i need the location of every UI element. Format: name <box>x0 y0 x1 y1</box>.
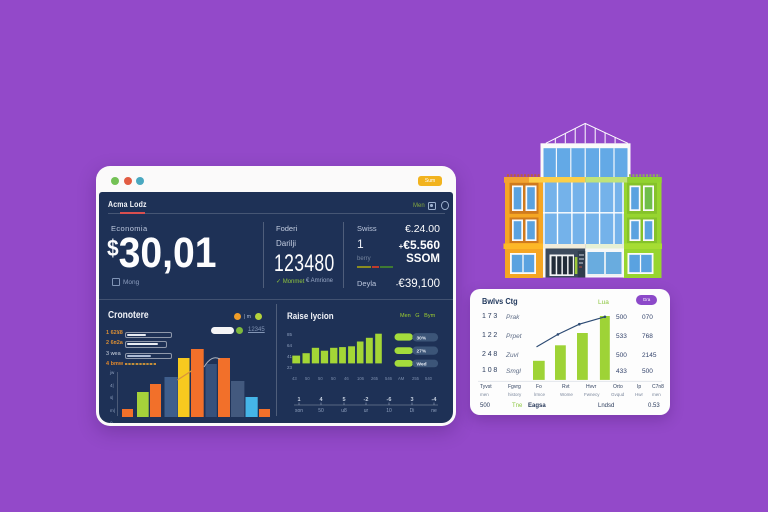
svg-text:4: 4 <box>319 397 323 403</box>
svg-text:ne: ne <box>431 408 437 414</box>
svg-text:-6: -6 <box>387 397 392 403</box>
svg-text:Di: Di <box>410 408 415 414</box>
svg-text:50: 50 <box>305 376 310 381</box>
svg-text:3: 3 <box>410 397 413 403</box>
svg-text:50: 50 <box>331 376 336 381</box>
svg-text:Wed: Wed <box>417 361 427 367</box>
svg-text:Orto: Orto <box>613 384 623 390</box>
svg-text:Gvqud: Gvqud <box>611 392 625 397</box>
svg-text:500: 500 <box>480 403 491 409</box>
svg-text:Lndsd: Lndsd <box>598 403 614 409</box>
svg-text:Tne: Tne <box>512 403 523 409</box>
svg-text:Rvt: Rvt <box>562 384 570 390</box>
svg-text:50: 50 <box>318 376 323 381</box>
svg-text:Fgvrg: Fgvrg <box>508 384 521 390</box>
svg-text:27%: 27% <box>417 349 427 355</box>
svg-text:0.53: 0.53 <box>648 403 660 409</box>
svg-text:50: 50 <box>318 408 324 414</box>
svg-text:lrmce: lrmce <box>534 392 545 397</box>
svg-text:Ip: Ip <box>637 384 641 390</box>
svg-text:-2: -2 <box>364 397 369 403</box>
svg-text:30%: 30% <box>417 335 427 341</box>
svg-text:Hvvr: Hvvr <box>586 384 597 390</box>
svg-text:history: history <box>508 392 522 397</box>
svg-text:546: 546 <box>385 376 393 381</box>
svg-text:540: 540 <box>425 376 433 381</box>
svg-text:son: son <box>295 408 303 414</box>
svg-text:255: 255 <box>412 376 420 381</box>
svg-text:u8: u8 <box>341 408 347 414</box>
svg-text:AM: AM <box>398 376 405 381</box>
svg-text:Hwr: Hwr <box>635 392 643 397</box>
svg-text:10: 10 <box>386 408 392 414</box>
svg-text:Fwnecy: Fwnecy <box>584 392 600 397</box>
svg-text:106: 106 <box>357 376 365 381</box>
svg-text:men: men <box>480 392 489 397</box>
svg-text:Eagsa: Eagsa <box>528 403 546 409</box>
svg-text:-4: -4 <box>432 397 438 403</box>
svg-text:ur: ur <box>364 408 369 414</box>
svg-text:Fo: Fo <box>536 384 542 390</box>
svg-text:men: men <box>652 392 661 397</box>
svg-text:46: 46 <box>344 376 349 381</box>
svg-text:C7n8: C7n8 <box>652 384 664 390</box>
svg-text:265: 265 <box>371 376 379 381</box>
svg-text:Tyvst: Tyvst <box>480 384 492 390</box>
svg-text:1: 1 <box>297 397 300 403</box>
svg-text:Wome: Wome <box>560 392 573 397</box>
svg-text:5: 5 <box>342 397 345 403</box>
svg-text:43: 43 <box>292 376 297 381</box>
